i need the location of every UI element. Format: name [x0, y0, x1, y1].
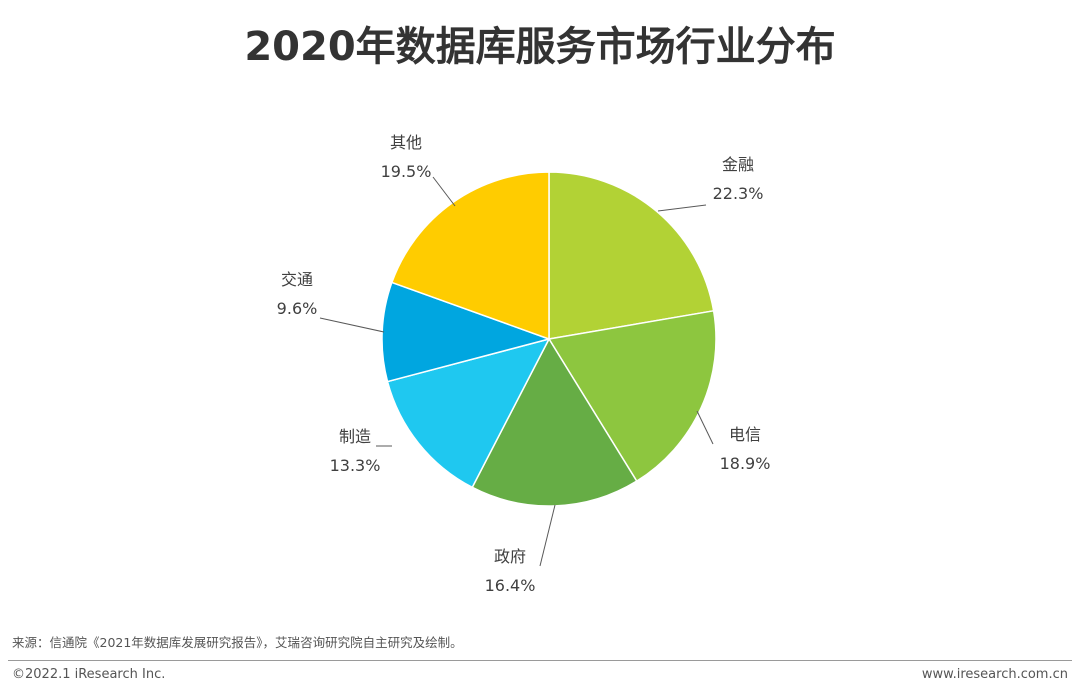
slice-value-2: 18.9% — [720, 454, 771, 473]
slice-value-1: 22.3% — [713, 184, 764, 203]
pie-slice-6 — [390, 171, 550, 341]
leader-line-5 — [319, 317, 385, 333]
slice-label-3: 政府 — [494, 547, 526, 566]
leader-line-1 — [657, 204, 707, 212]
slice-value-6: 19.5% — [381, 162, 432, 181]
pie-slice-1 — [548, 171, 715, 340]
slice-value-4: 13.3% — [330, 456, 381, 475]
leader-line-2 — [696, 410, 714, 445]
leader-line-3 — [539, 504, 556, 567]
slice-label-5: 交通 — [281, 270, 313, 289]
pie-slice-2 — [547, 309, 717, 483]
footer-divider — [8, 660, 1072, 661]
slice-label-6: 其他 — [390, 133, 422, 152]
slice-label-4: 制造 — [339, 427, 371, 446]
website-link[interactable]: www.iresearch.com.cn — [921, 667, 1068, 682]
pie-chart: 金融 22.3% 电信 18.9% 政府 16.4% 制造 13.3% 交通 9.6% 其他 19.5… — [277, 133, 771, 595]
chart-title: 2020年数据库服务市场行业分布 — [244, 24, 836, 70]
slice-value-3: 16.4% — [485, 576, 536, 595]
copyright-text: ©2022.1 iResearch Inc. — [12, 667, 166, 682]
source-note: 来源：信通院《2021年数据库发展研究报告》，艾瑞咨询研究院自主研究及绘制。 — [12, 635, 463, 650]
slice-label-1: 金融 — [722, 155, 754, 174]
leader-line-6 — [432, 176, 456, 207]
slice-value-5: 9.6% — [277, 299, 318, 318]
pie-slice-4 — [386, 337, 551, 489]
slice-label-2: 电信 — [729, 425, 761, 444]
